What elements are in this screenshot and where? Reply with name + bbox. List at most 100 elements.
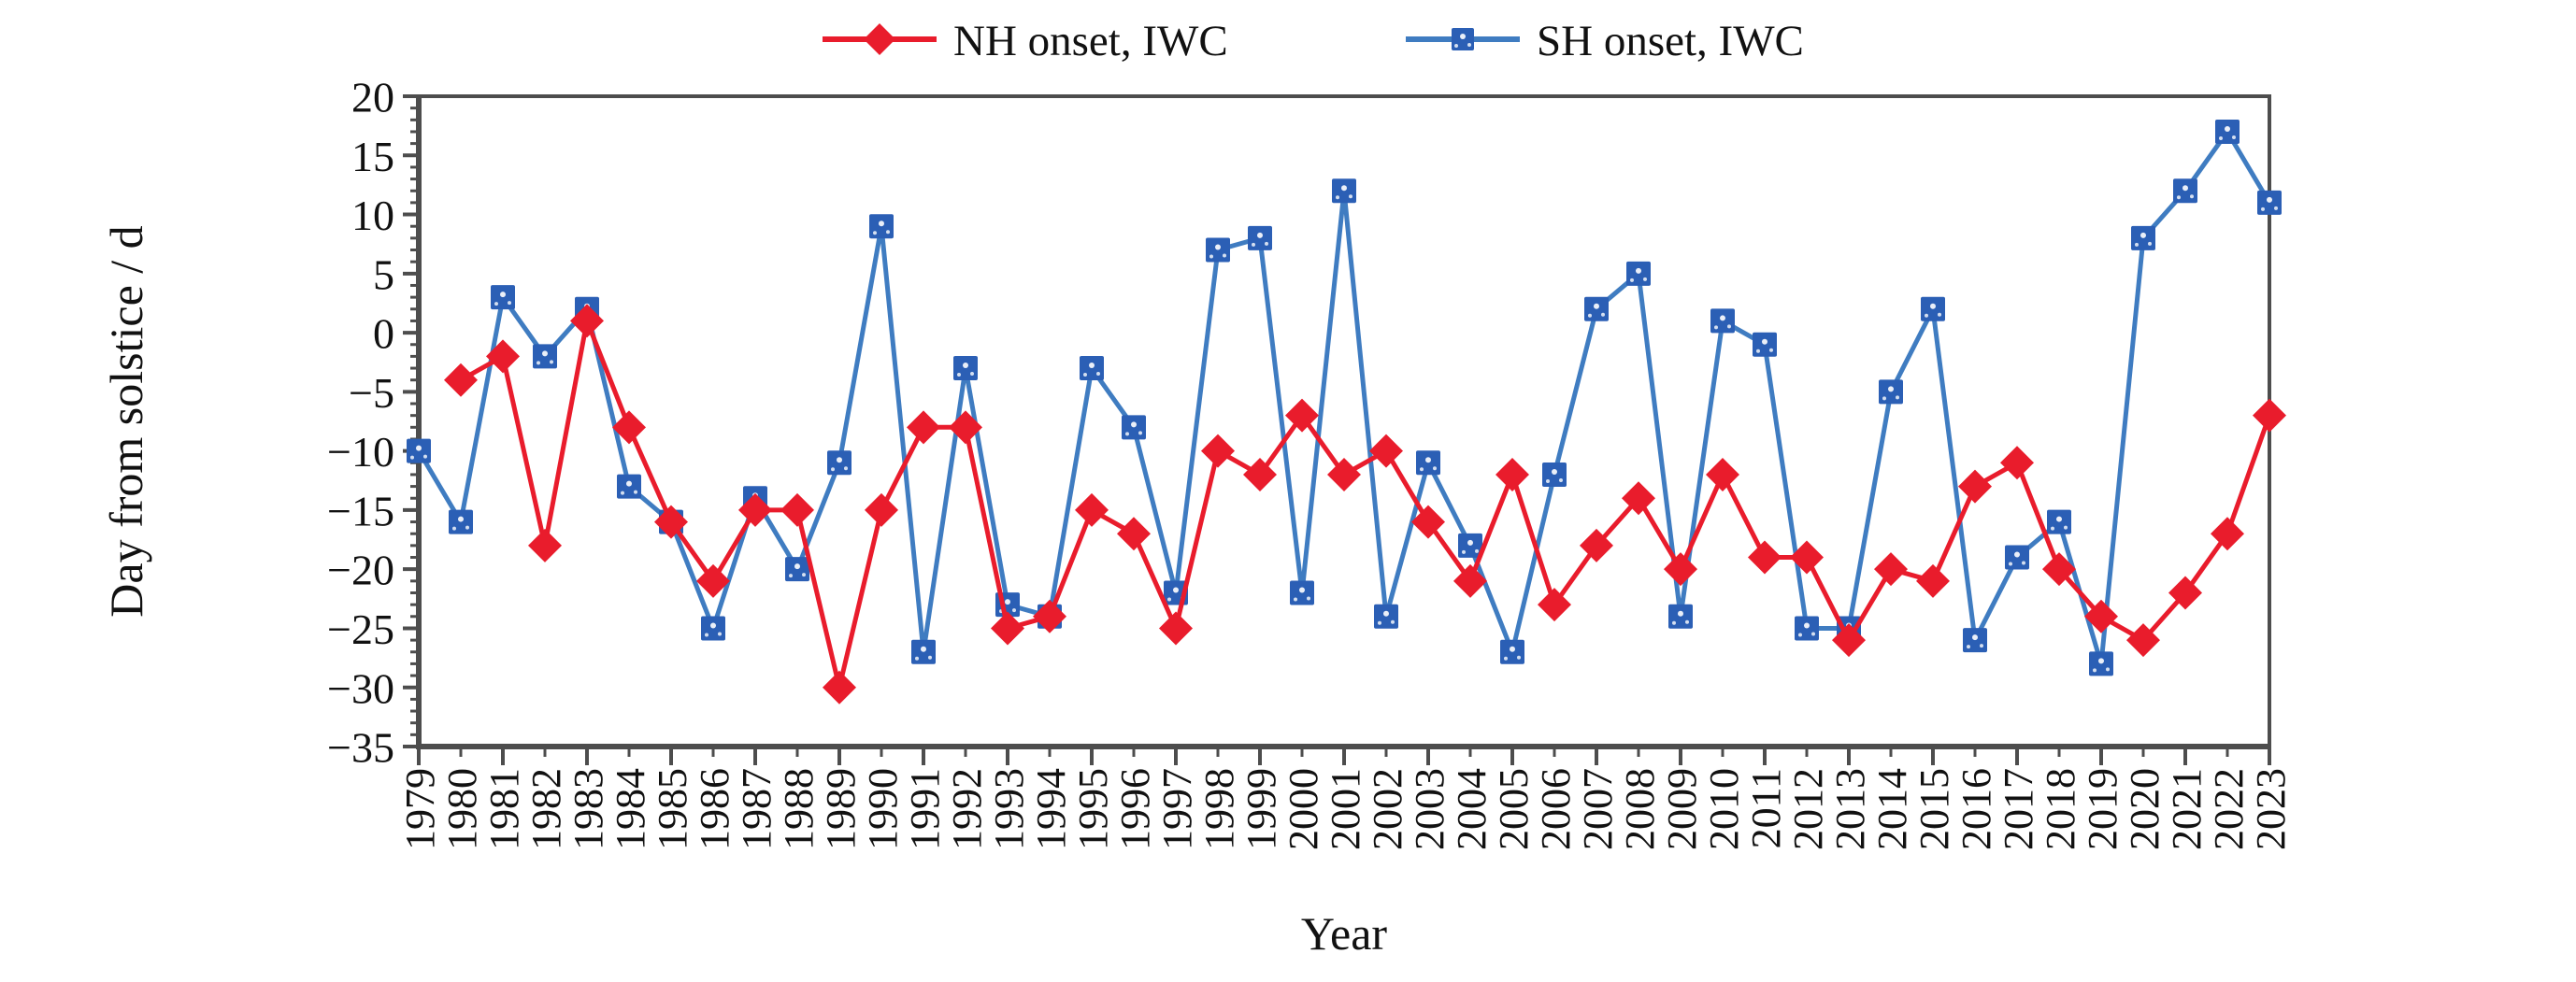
- x-tick-label: 1988: [776, 768, 822, 850]
- data-point: [1584, 296, 1609, 321]
- data-point: [1753, 332, 1777, 357]
- data-point: [491, 285, 515, 310]
- data-point: [1748, 540, 1782, 575]
- data-point: [865, 492, 898, 527]
- y-tick-label: 0: [373, 310, 394, 358]
- x-tick-label: 1985: [650, 768, 695, 850]
- data-point: [2211, 517, 2244, 551]
- data-point: [570, 304, 604, 338]
- data-point: [785, 557, 809, 582]
- data-point: [1790, 540, 1824, 575]
- x-axis-title: Year: [1301, 907, 1387, 960]
- data-point: [1369, 434, 1403, 468]
- data-point: [864, 23, 895, 55]
- data-point: [1664, 552, 1697, 587]
- data-point: [612, 410, 646, 445]
- data-point: [1580, 528, 1613, 562]
- series-line: [416, 129, 2272, 666]
- data-point: [2047, 509, 2071, 534]
- data-point: [949, 410, 982, 445]
- data-point: [1706, 457, 1739, 491]
- x-tick-label: 2018: [2038, 768, 2083, 850]
- data-series: [407, 119, 2286, 704]
- x-tick-label: 2017: [1996, 768, 2041, 850]
- data-point: [1500, 639, 1524, 664]
- data-point: [2084, 599, 2118, 633]
- x-tick-label: 1981: [481, 768, 527, 850]
- legend-label: SH onset, IWC: [1537, 17, 1804, 65]
- x-tick-label: 1996: [1112, 768, 1158, 850]
- y-tick-label: −15: [327, 487, 394, 534]
- data-point: [1832, 623, 1866, 658]
- series-nh: [444, 304, 2286, 704]
- data-point: [780, 492, 814, 527]
- data-point: [2005, 545, 2029, 570]
- x-tick-label: 2010: [1701, 768, 1747, 850]
- x-tick-label: 2015: [1911, 768, 1957, 850]
- data-point: [1033, 599, 1066, 633]
- data-point: [1453, 563, 1487, 598]
- data-point: [738, 492, 772, 527]
- y-tick-label: 10: [351, 192, 394, 239]
- data-point: [1117, 517, 1151, 551]
- x-tick-label: 1990: [860, 768, 906, 850]
- x-tick-label: 2014: [1869, 768, 1915, 850]
- data-point: [1248, 225, 1272, 250]
- data-point: [1668, 604, 1693, 629]
- y-tick-label: −20: [327, 547, 394, 594]
- data-point: [2089, 651, 2113, 676]
- x-axis: 1979198019811982198319841985198619871988…: [397, 747, 2294, 850]
- y-tick-label: −10: [327, 428, 394, 476]
- data-point: [1080, 356, 1104, 381]
- data-point: [1201, 434, 1235, 468]
- legend: NH onset, IWC SH onset, IWC: [823, 17, 1804, 65]
- data-point: [991, 611, 1024, 646]
- y-tick-label: 20: [351, 74, 394, 121]
- data-point: [654, 505, 688, 539]
- data-point: [2042, 552, 2076, 587]
- data-point: [2215, 119, 2240, 144]
- data-point: [407, 438, 431, 463]
- data-point: [1542, 462, 1567, 487]
- y-tick-label: −30: [327, 664, 394, 712]
- data-point: [823, 670, 856, 704]
- data-point: [1958, 469, 1992, 504]
- x-tick-label: 1991: [902, 768, 948, 850]
- x-tick-label: 1983: [565, 768, 611, 850]
- x-tick-label: 2001: [1323, 768, 1368, 850]
- data-point: [1290, 580, 1314, 605]
- x-tick-label: 2005: [1491, 768, 1537, 850]
- x-tick-label: 1997: [1154, 768, 1200, 850]
- x-tick-label: 2007: [1575, 768, 1621, 850]
- x-tick-label: 2022: [2206, 768, 2252, 850]
- x-tick-label: 2002: [1365, 768, 1410, 850]
- data-point: [1243, 457, 1277, 491]
- x-tick-label: 2009: [1659, 768, 1705, 850]
- data-point: [1538, 588, 1571, 622]
- x-tick-label: 2003: [1407, 768, 1453, 850]
- data-point: [2168, 576, 2202, 610]
- data-point: [528, 528, 562, 562]
- data-point: [1879, 379, 1903, 405]
- y-tick-label: −25: [327, 605, 394, 653]
- data-point: [907, 410, 940, 445]
- x-tick-label: 1995: [1070, 768, 1116, 850]
- y-tick-label: 5: [373, 250, 394, 298]
- x-tick-label: 2013: [1827, 768, 1873, 850]
- data-point: [1622, 481, 1655, 516]
- data-point: [1327, 457, 1361, 491]
- data-point: [486, 339, 520, 374]
- data-point: [701, 616, 725, 641]
- data-point: [1710, 308, 1735, 334]
- x-tick-label: 2021: [2164, 768, 2210, 850]
- data-point: [953, 356, 978, 381]
- y-axis: 20 15 10 5 0 −5 −10 −15 −20 −25 −30 −35: [327, 74, 419, 772]
- data-point: [1122, 415, 1146, 440]
- y-tick-label: 15: [351, 133, 394, 180]
- x-tick-label: 2012: [1785, 768, 1831, 850]
- data-point: [1795, 616, 1819, 641]
- series-line: [459, 318, 2272, 690]
- data-point: [1874, 552, 1908, 587]
